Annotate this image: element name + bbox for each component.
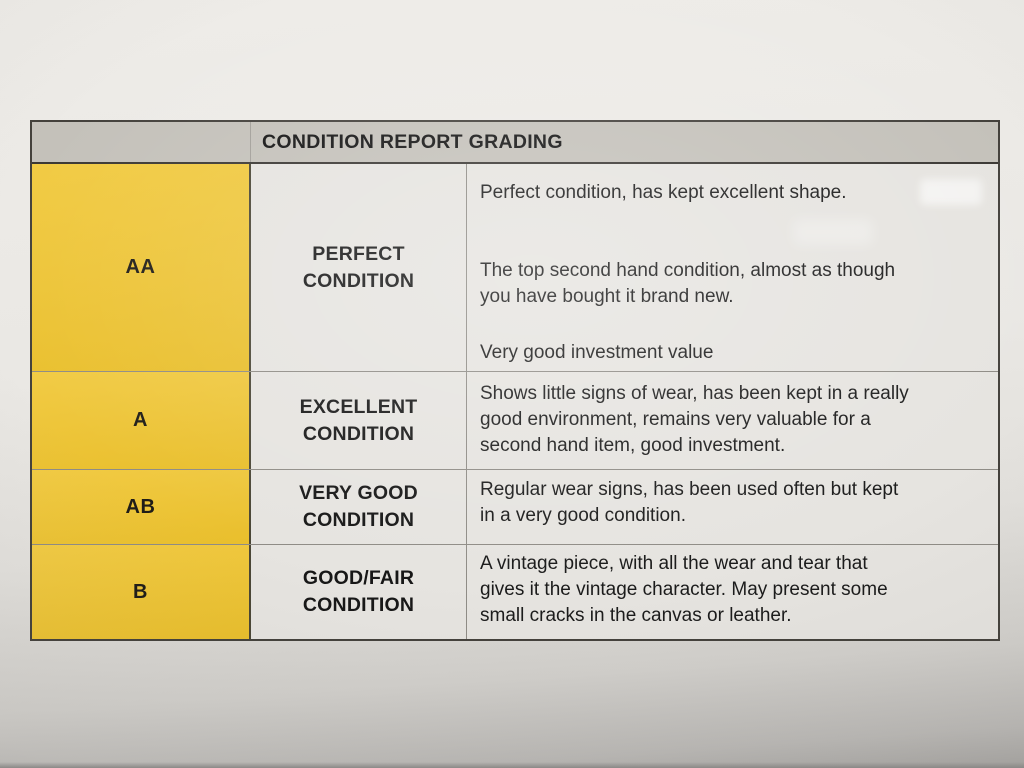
photo-bottom-edge — [0, 762, 1024, 768]
condition-name-line: GOOD/FAIR — [302, 567, 415, 589]
description-paragraph: Perfect condition, has kept excellent sh… — [480, 180, 988, 206]
grade-cell: B — [32, 545, 251, 639]
description-line: you have bought it brand new. — [480, 286, 734, 307]
description-paragraph: A vintage piece, with all the wear and t… — [480, 551, 988, 629]
description-paragraph: Shows little signs of wear, has been kep… — [480, 381, 988, 459]
header-title-cell: CONDITION REPORT GRADING — [251, 122, 998, 162]
grade-cell: AB — [32, 470, 251, 544]
condition-name-line: EXCELLENT — [299, 395, 418, 418]
condition-name-line: CONDITION — [302, 269, 415, 292]
description-line: Shows little signs of wear, has been kep… — [480, 383, 909, 404]
description-line: gives it the vintage character. May pres… — [480, 579, 888, 600]
condition-name-cell: PERFECT CONDITION — [251, 164, 467, 371]
table-row-ab: AB VERY GOOD CONDITION Regular wear sign… — [32, 469, 998, 544]
table-header-row: CONDITION REPORT GRADING — [32, 122, 998, 164]
description-cell: Perfect condition, has kept excellent sh… — [467, 164, 998, 371]
condition-name-line: CONDITION — [302, 509, 415, 531]
header-empty-cell — [32, 122, 251, 162]
grade-value: A — [133, 409, 148, 431]
condition-name-cell: VERY GOOD CONDITION — [251, 470, 467, 544]
table-row-aa: AA PERFECT CONDITION Perfect condition, … — [32, 164, 998, 371]
grade-value: AB — [125, 495, 156, 518]
grade-cell: A — [32, 372, 251, 469]
description-line: Perfect condition, has kept excellent sh… — [480, 182, 847, 203]
condition-name-line: PERFECT — [312, 242, 405, 265]
condition-grading-table: CONDITION REPORT GRADING AA PERFECT COND… — [30, 120, 1000, 641]
condition-name-line: CONDITION — [302, 594, 415, 616]
description-line: small cracks in the canvas or leather. — [480, 605, 792, 626]
description-line: second hand item, good investment. — [480, 435, 786, 456]
description-line: A vintage piece, with all the wear and t… — [480, 553, 868, 574]
description-cell: Regular wear signs, has been used often … — [467, 470, 998, 544]
description-line: Regular wear signs, has been used often … — [480, 479, 899, 500]
grade-value: B — [133, 580, 148, 603]
description-cell: Shows little signs of wear, has been kep… — [467, 372, 998, 469]
condition-name-cell: GOOD/FAIR CONDITION — [251, 545, 467, 639]
grade-cell: AA — [32, 164, 251, 371]
description-line: The top second hand condition, almost as… — [480, 260, 896, 281]
condition-name-line: CONDITION — [302, 422, 415, 445]
description-paragraph: The top second hand condition, almost as… — [480, 258, 988, 310]
description-cell: A vintage piece, with all the wear and t… — [467, 545, 998, 639]
description-line: Very good investment value — [480, 342, 714, 363]
table-row-b: B GOOD/FAIR CONDITION A vintage piece, w… — [32, 544, 998, 639]
description-line: good environment, remains very valuable … — [480, 409, 871, 430]
table-title: CONDITION REPORT GRADING — [262, 130, 563, 153]
grade-value: AA — [125, 256, 156, 278]
description-paragraph: Regular wear signs, has been used often … — [480, 477, 988, 529]
description-line: in a very good condition. — [480, 505, 686, 526]
condition-name-cell: EXCELLENT CONDITION — [251, 372, 467, 469]
condition-name-line: VERY GOOD — [299, 482, 418, 504]
table-row-a: A EXCELLENT CONDITION Shows little signs… — [32, 371, 998, 469]
description-paragraph: Very good investment value — [480, 340, 988, 366]
